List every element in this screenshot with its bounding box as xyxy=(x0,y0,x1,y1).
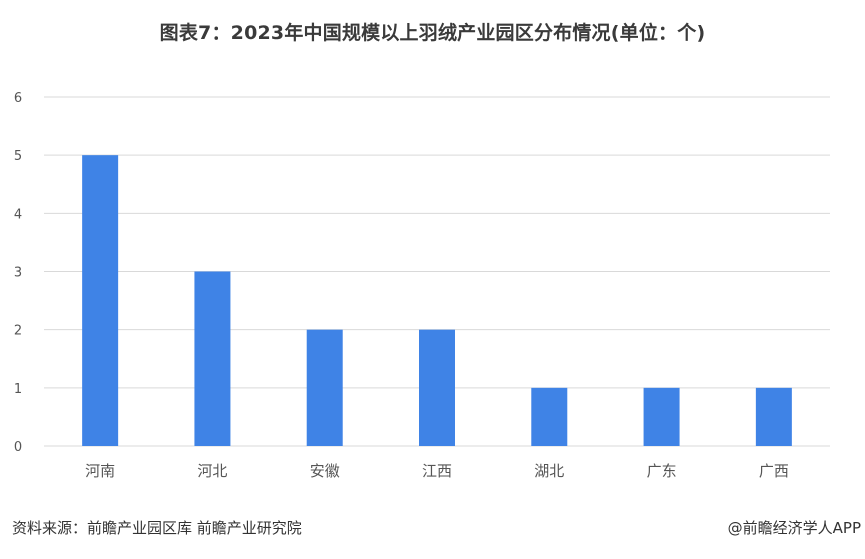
y-tick-label: 4 xyxy=(14,207,22,222)
chart-title: 图表7：2023年中国规模以上羽绒产业园区分布情况(单位：个) xyxy=(159,22,706,44)
y-tick-label: 5 xyxy=(14,149,22,164)
x-tick-label: 湖北 xyxy=(534,462,564,480)
bar-1 xyxy=(82,155,119,446)
brand-credit: @前瞻经济学人APP xyxy=(727,519,861,537)
y-tick-label: 3 xyxy=(14,266,22,281)
y-tick-label: 1 xyxy=(14,382,22,397)
x-tick-label: 安徽 xyxy=(310,462,340,480)
y-axis-ticks: 0 1 2 3 4 5 6 xyxy=(14,91,22,455)
y-tick-label: 2 xyxy=(14,324,22,339)
source-note: 资料来源：前瞻产业园区库 前瞻产业研究院 xyxy=(12,519,302,537)
x-tick-label: 江西 xyxy=(422,462,452,480)
x-tick-label: 河南 xyxy=(85,462,115,480)
bars xyxy=(82,155,792,446)
bar-7 xyxy=(755,387,792,446)
x-tick-label: 河北 xyxy=(197,462,227,480)
y-tick-label: 0 xyxy=(14,440,22,455)
bar-6 xyxy=(643,387,680,446)
bar-5 xyxy=(531,387,568,446)
bar-2 xyxy=(194,271,231,446)
y-tick-label: 6 xyxy=(14,91,22,106)
x-tick-label: 广东 xyxy=(647,462,677,480)
x-tick-label: 广西 xyxy=(759,462,789,480)
bar-3 xyxy=(306,329,343,446)
bar-4 xyxy=(419,329,455,446)
x-axis-ticks: 河南 河北 安徽 江西 湖北 广东 广西 xyxy=(85,462,789,480)
